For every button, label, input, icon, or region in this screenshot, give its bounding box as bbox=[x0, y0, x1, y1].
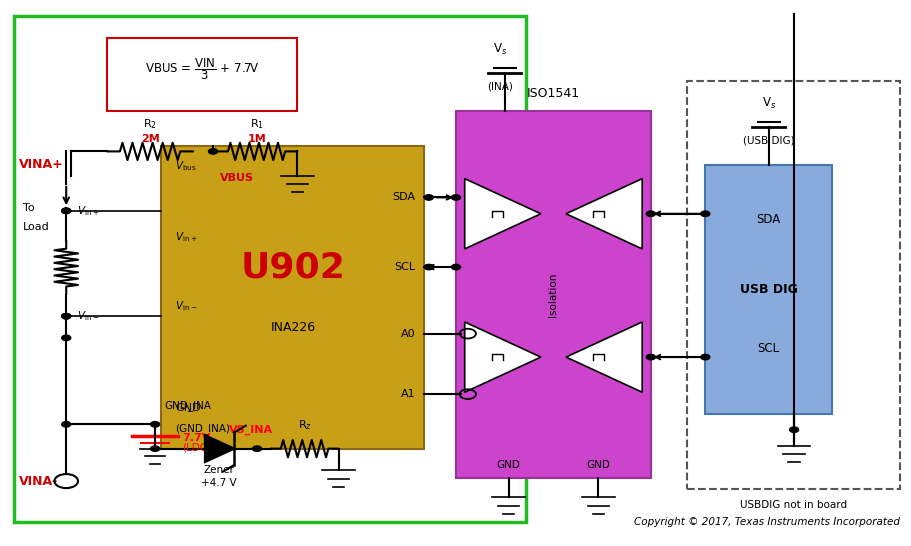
Circle shape bbox=[62, 335, 71, 341]
Circle shape bbox=[451, 264, 460, 270]
Text: GND: GND bbox=[175, 403, 200, 413]
Circle shape bbox=[451, 195, 460, 200]
FancyBboxPatch shape bbox=[161, 146, 424, 449]
Polygon shape bbox=[566, 322, 641, 392]
Circle shape bbox=[62, 208, 71, 213]
Circle shape bbox=[646, 211, 655, 216]
Text: (USB DIG): (USB DIG) bbox=[742, 135, 793, 145]
FancyBboxPatch shape bbox=[107, 38, 297, 111]
Text: To: To bbox=[23, 203, 35, 213]
Text: $V_\mathregular{in+}$: $V_\mathregular{in+}$ bbox=[175, 230, 198, 244]
Circle shape bbox=[646, 354, 655, 360]
Text: $V_\mathregular{in-}$: $V_\mathregular{in-}$ bbox=[175, 300, 197, 313]
Text: VINA+: VINA+ bbox=[19, 158, 64, 171]
Circle shape bbox=[62, 313, 71, 319]
Text: $V_\mathregular{bus}$: $V_\mathregular{bus}$ bbox=[175, 159, 197, 173]
Text: U902: U902 bbox=[241, 250, 345, 284]
Text: 7.7V: 7.7V bbox=[182, 433, 210, 443]
Circle shape bbox=[700, 211, 709, 216]
Text: GND: GND bbox=[586, 460, 609, 470]
Circle shape bbox=[62, 208, 71, 213]
Text: A0: A0 bbox=[400, 329, 415, 339]
Text: R$_2$: R$_2$ bbox=[143, 117, 157, 131]
Circle shape bbox=[252, 446, 261, 452]
Text: V$_s$: V$_s$ bbox=[493, 41, 507, 57]
Circle shape bbox=[150, 422, 159, 427]
Text: Zener: Zener bbox=[203, 465, 234, 475]
Text: ISO1541: ISO1541 bbox=[527, 87, 579, 100]
Text: VBUS = $\dfrac{\mathrm{VIN}}{3}$ + 7.7V: VBUS = $\dfrac{\mathrm{VIN}}{3}$ + 7.7V bbox=[145, 56, 259, 82]
Polygon shape bbox=[465, 322, 540, 392]
Text: VS_INA: VS_INA bbox=[229, 425, 272, 435]
Text: (LDO): (LDO) bbox=[182, 442, 212, 452]
Text: VINA-: VINA- bbox=[19, 474, 58, 488]
Text: (INA): (INA) bbox=[486, 81, 513, 91]
Text: +4.7 V: +4.7 V bbox=[200, 478, 236, 488]
Circle shape bbox=[424, 264, 433, 270]
Text: R$_z$: R$_z$ bbox=[297, 419, 312, 432]
Text: V$_s$: V$_s$ bbox=[761, 96, 775, 111]
Text: GND_INA: GND_INA bbox=[164, 400, 210, 411]
FancyBboxPatch shape bbox=[456, 111, 650, 478]
Text: SDA: SDA bbox=[392, 192, 415, 203]
Text: $V_\mathregular{in+}$: $V_\mathregular{in+}$ bbox=[77, 204, 99, 218]
Text: $V_\mathregular{in-}$: $V_\mathregular{in-}$ bbox=[77, 310, 99, 323]
Circle shape bbox=[209, 149, 218, 154]
Text: Load: Load bbox=[23, 222, 49, 232]
Polygon shape bbox=[566, 179, 641, 249]
Text: (GND_INA): (GND_INA) bbox=[175, 423, 230, 434]
Circle shape bbox=[424, 195, 433, 200]
Text: Isolation: Isolation bbox=[548, 272, 558, 317]
Text: Copyright © 2017, Texas Instruments Incorporated: Copyright © 2017, Texas Instruments Inco… bbox=[633, 517, 899, 527]
Text: SCL: SCL bbox=[757, 342, 779, 355]
Circle shape bbox=[789, 427, 798, 432]
Text: VBUS: VBUS bbox=[220, 173, 254, 183]
Text: USBDIG not in board: USBDIG not in board bbox=[740, 500, 846, 510]
Text: SCL: SCL bbox=[394, 262, 415, 272]
Circle shape bbox=[700, 354, 709, 360]
Circle shape bbox=[62, 422, 71, 427]
Circle shape bbox=[150, 446, 159, 452]
Text: USB DIG: USB DIG bbox=[739, 283, 797, 296]
Polygon shape bbox=[205, 435, 234, 462]
FancyBboxPatch shape bbox=[704, 165, 831, 413]
Text: INA226: INA226 bbox=[270, 321, 315, 334]
Text: R$_1$: R$_1$ bbox=[250, 117, 263, 131]
Text: 2M: 2M bbox=[140, 134, 159, 144]
Text: A1: A1 bbox=[400, 389, 415, 399]
Circle shape bbox=[62, 313, 71, 319]
Text: 1M: 1M bbox=[247, 134, 266, 144]
Text: GND: GND bbox=[496, 460, 520, 470]
Polygon shape bbox=[465, 179, 540, 249]
Text: SDA: SDA bbox=[756, 213, 780, 226]
